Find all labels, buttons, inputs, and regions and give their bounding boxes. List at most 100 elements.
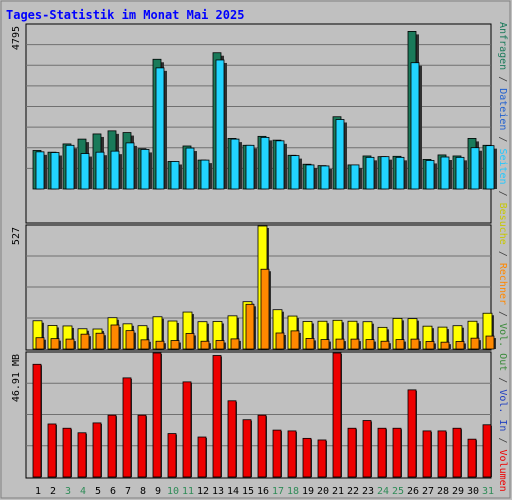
volumen-bar-day-17 [272,429,282,478]
volumen-bar-day-4 [77,432,87,478]
day-label-6: 6 [110,486,116,497]
rechner-bar-day-19 [305,338,315,350]
seiten-bar-day-14 [230,138,240,190]
volumen-bar-day-14 [227,400,237,478]
volumen-bar-day-6 [107,414,117,478]
rechner-bar-day-4 [80,333,90,350]
seiten-bar-day-26 [410,62,420,190]
seiten-bar-day-28 [440,156,450,190]
panel-2-max-label: 527 [11,227,22,245]
day-label-9: 9 [155,486,161,497]
day-label-17: 17 [272,486,284,497]
volumen-bar-day-21 [332,352,342,478]
seiten-bar-day-2 [50,152,60,190]
legend-entry: / [497,130,508,148]
rechner-bar-day-15 [245,303,255,350]
legend-entry: Anfragen [497,22,508,70]
volumen-bar-day-27 [422,430,432,478]
seiten-bar-day-9 [155,67,165,190]
day-label-3: 3 [65,486,71,497]
volumen-bar-day-18 [287,430,297,478]
seiten-bar-day-27 [425,160,435,190]
volumen-bar-day-22 [347,427,357,478]
volumen-bar-day-26 [407,389,417,478]
volumen-bar-day-8 [137,414,147,478]
seiten-bar-day-16 [260,136,270,190]
day-label-29: 29 [452,486,464,497]
seiten-bar-day-12 [200,159,210,190]
day-label-23: 23 [362,486,374,497]
volumen-bar-day-9 [152,352,162,478]
rechner-bar-day-22 [350,338,360,350]
day-label-31: 31 [482,486,494,497]
volumen-bar-day-11 [182,381,192,478]
seiten-bar-day-19 [305,164,315,190]
seiten-bar-day-6 [110,150,120,190]
volumen-bar-day-13 [212,355,222,478]
day-label-4: 4 [80,486,86,497]
volumen-bar-day-29 [452,427,462,478]
volumen-bar-day-20 [317,439,327,478]
rechner-bar-day-18 [290,330,300,350]
chart-title: Tages-Statistik im Monat Mai 2025 [6,8,244,22]
volumen-bar-day-5 [92,422,102,478]
day-label-27: 27 [422,486,434,497]
rechner-bar-day-14 [230,338,240,350]
seiten-bar-day-20 [320,165,330,190]
rechner-bar-day-2 [50,338,60,350]
rechner-bar-day-16 [260,268,270,350]
rechner-bar-day-21 [335,338,345,350]
day-label-2: 2 [50,486,56,497]
volumen-bar-day-30 [467,438,477,478]
legend-entry: Vol. Out [497,323,508,371]
rechner-bar-day-10 [170,340,180,350]
volumen-bar-day-1 [32,363,42,478]
day-label-13: 13 [212,486,224,497]
day-label-24: 24 [377,486,389,497]
seiten-bar-day-8 [140,149,150,190]
day-label-28: 28 [437,486,449,497]
volumen-bar-day-12 [197,436,207,478]
seiten-bar-day-7 [125,142,135,190]
day-label-25: 25 [392,486,404,497]
seiten-bar-day-29 [455,156,465,190]
day-label-16: 16 [257,486,269,497]
legend-entry: Rechner [497,263,508,305]
day-label-12: 12 [197,486,209,497]
volumen-bar-day-3 [62,427,72,478]
panel-3-max-label: 46.91 MB [11,354,22,402]
day-label-14: 14 [227,486,239,497]
day-label-1: 1 [35,486,41,497]
legend-entry: / [497,431,508,449]
volumen-bar-day-31 [482,424,492,478]
legend-entry: / [497,245,508,263]
seiten-bar-day-24 [380,156,390,190]
rechner-bar-day-9 [155,340,165,350]
seiten-bar-day-18 [290,155,300,190]
volumen-bar-day-7 [122,377,132,478]
day-label-7: 7 [125,486,131,497]
seiten-bar-day-22 [350,164,360,190]
volumen-bar-day-24 [377,427,387,478]
rechner-bar-day-13 [215,340,225,350]
day-label-8: 8 [140,486,146,497]
seiten-bar-day-21 [335,119,345,190]
seiten-bar-day-10 [170,161,180,190]
rechner-bar-day-17 [275,332,285,350]
seiten-bar-day-4 [80,153,90,190]
rechner-bar-day-3 [65,338,75,350]
volumen-bar-day-10 [167,433,177,478]
rechner-bar-day-29 [455,341,465,350]
day-label-26: 26 [407,486,419,497]
day-label-10: 10 [167,486,179,497]
rechner-bar-day-28 [440,341,450,350]
day-label-21: 21 [332,486,344,497]
seiten-bar-day-13 [215,59,225,190]
rechner-bar-day-24 [380,340,390,350]
rechner-bar-day-12 [200,340,210,350]
rechner-bar-day-27 [425,341,435,350]
volumen-bar-day-25 [392,427,402,478]
seiten-bar-day-1 [35,151,45,190]
